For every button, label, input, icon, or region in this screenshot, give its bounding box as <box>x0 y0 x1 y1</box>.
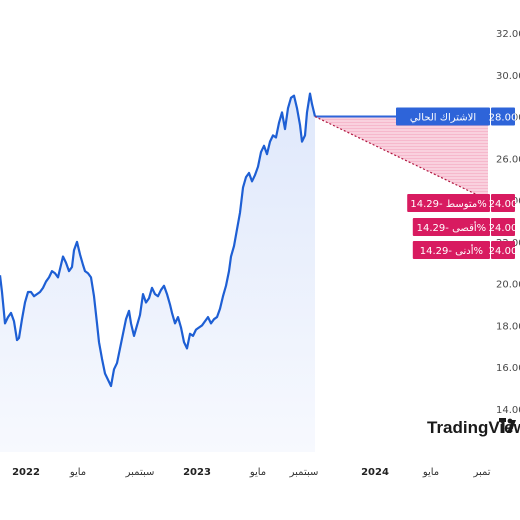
x-tick-label: 2023 <box>183 467 211 478</box>
current-price-tag-caption: الاشتراك الحالي <box>410 113 476 124</box>
y-tick-label: 32.00 <box>496 29 520 40</box>
tradingview-logo: TradingView <box>427 418 520 437</box>
current-price-tag-value-bg <box>491 107 515 126</box>
x-tick-label: مايو <box>69 467 86 478</box>
price-line-layer <box>0 92 317 388</box>
x-tick-label: مايو <box>422 467 439 478</box>
target-projection-line <box>314 116 489 201</box>
target-tag: متوسط -14.29% 24.00 <box>407 194 517 212</box>
target-tag-value-bg <box>491 218 515 236</box>
y-tick-label: 18.00 <box>496 321 520 332</box>
x-tick-label: مايو <box>249 467 266 478</box>
target-tag-caption-bg <box>412 241 490 259</box>
target-tag: أقصى -14.29% 24.00 <box>412 218 518 236</box>
x-tick-label: سبتمبر <box>125 467 155 478</box>
target-tag-caption: متوسط -14.29% <box>410 199 486 210</box>
target-tag-caption: أقصى -14.29% <box>417 221 487 234</box>
current-price-tag-value: 28.00 <box>489 113 518 124</box>
area-fill <box>0 93 315 453</box>
target-tag-caption-bg <box>412 218 490 236</box>
area-fill-layer <box>0 93 315 453</box>
target-tag-value: 24.00 <box>489 199 518 210</box>
x-axis: 2022 مايو سبتمبر 2023 مايو سبتمبر 2024 مايو تمبر <box>12 467 491 478</box>
target-tag-caption: أدنى -14.29% <box>420 244 483 257</box>
x-tick-label: تمبر <box>472 467 490 478</box>
projection-layer <box>314 115 489 201</box>
current-price-tag-caption-bg <box>396 107 490 126</box>
y-tick-label: 30.00 <box>496 71 520 82</box>
price-line <box>0 92 317 388</box>
logo-wordmark: TradingView <box>427 418 520 437</box>
target-tag-value-bg <box>491 241 515 259</box>
y-tick-label: 14.00 <box>496 405 520 416</box>
y-tick-label: 16.00 <box>496 363 520 374</box>
y-tick-label: 20.00 <box>496 280 520 291</box>
target-tag-caption-bg <box>407 194 490 212</box>
x-tick-label: 2024 <box>361 467 389 478</box>
current-price-tag: الاشتراك الحالي 28.00 <box>396 107 518 126</box>
target-tag-value-bg <box>491 194 515 212</box>
target-tag-value: 24.00 <box>489 223 518 234</box>
logo-mark-icon <box>499 418 516 433</box>
target-tag-value: 24.00 <box>489 246 518 257</box>
x-tick-label: سبتمبر <box>289 467 319 478</box>
x-tick-label: 2022 <box>12 467 40 478</box>
target-tag: أدنى -14.29% 24.00 <box>412 241 518 259</box>
y-tick-label: 26.00 <box>496 154 520 165</box>
